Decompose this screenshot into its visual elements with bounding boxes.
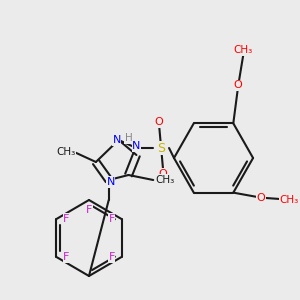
Text: CH₃: CH₃ (279, 195, 298, 205)
Text: O: O (155, 117, 164, 127)
Text: F: F (108, 252, 115, 262)
Text: CH₃: CH₃ (155, 175, 175, 185)
Text: F: F (63, 252, 70, 262)
Text: H: H (124, 133, 132, 143)
Text: F: F (63, 214, 70, 224)
Text: O: O (256, 193, 266, 202)
Text: O: O (234, 80, 243, 90)
Text: CH₃: CH₃ (57, 147, 76, 157)
Text: S: S (157, 142, 165, 154)
Text: F: F (86, 205, 92, 215)
Text: O: O (159, 169, 167, 179)
Text: N: N (112, 135, 121, 145)
Text: F: F (108, 214, 115, 224)
Text: N: N (106, 177, 115, 187)
Text: CH₃: CH₃ (234, 45, 253, 56)
Text: N: N (132, 141, 141, 151)
